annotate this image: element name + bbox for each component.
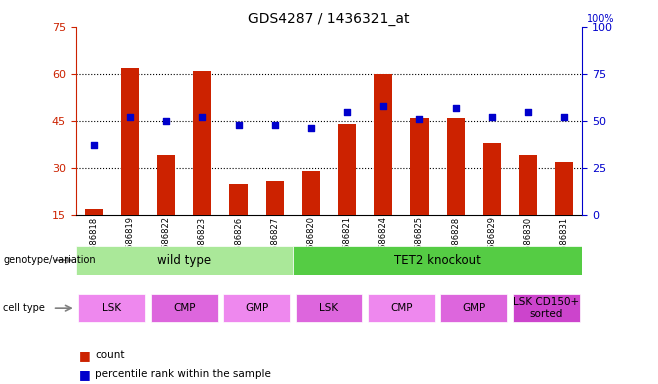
Bar [78,295,145,322]
Text: LSK: LSK [319,303,339,313]
Text: wild type: wild type [157,254,211,266]
Point [124,114,136,120]
Bar [295,295,363,322]
Bar [293,246,582,275]
Point [197,114,207,120]
Point [415,116,425,122]
Text: count: count [95,350,125,360]
Text: GMP: GMP [245,303,268,313]
Bar [266,180,284,215]
Point [233,122,243,128]
Bar [157,156,175,215]
Text: LSK: LSK [102,303,122,313]
Text: LSK CD150+
sorted: LSK CD150+ sorted [513,297,579,319]
Bar [368,295,435,322]
Text: ■: ■ [79,368,91,381]
Text: ■: ■ [79,349,91,362]
Bar [374,74,392,215]
Point [378,103,388,109]
Bar [230,184,247,215]
Point [305,126,316,132]
Bar [483,143,501,215]
Point [486,114,497,120]
Bar [513,295,580,322]
Text: cell type: cell type [3,303,45,313]
Text: percentile rank within the sample: percentile rank within the sample [95,369,271,379]
Point [342,108,353,114]
Text: CMP: CMP [390,303,413,313]
Text: 100%: 100% [586,14,614,24]
Text: GMP: GMP [462,303,486,313]
Point [88,142,99,149]
Bar [555,162,573,215]
Bar [121,68,139,215]
Point [450,105,461,111]
Text: TET2 knockout: TET2 knockout [394,254,481,266]
Bar [440,295,507,322]
Bar [302,171,320,215]
Bar [193,71,211,215]
Point [161,118,171,124]
Bar [338,124,356,215]
Title: GDS4287 / 1436321_at: GDS4287 / 1436321_at [248,12,410,26]
Text: genotype/variation: genotype/variation [3,255,96,265]
Text: CMP: CMP [173,303,195,313]
Bar [76,246,293,275]
Point [522,108,533,114]
Bar [411,118,428,215]
Bar [151,295,218,322]
Bar [519,156,537,215]
Point [559,114,570,120]
Point [270,122,280,128]
Bar [223,295,290,322]
Bar [85,209,103,215]
Bar [447,118,465,215]
